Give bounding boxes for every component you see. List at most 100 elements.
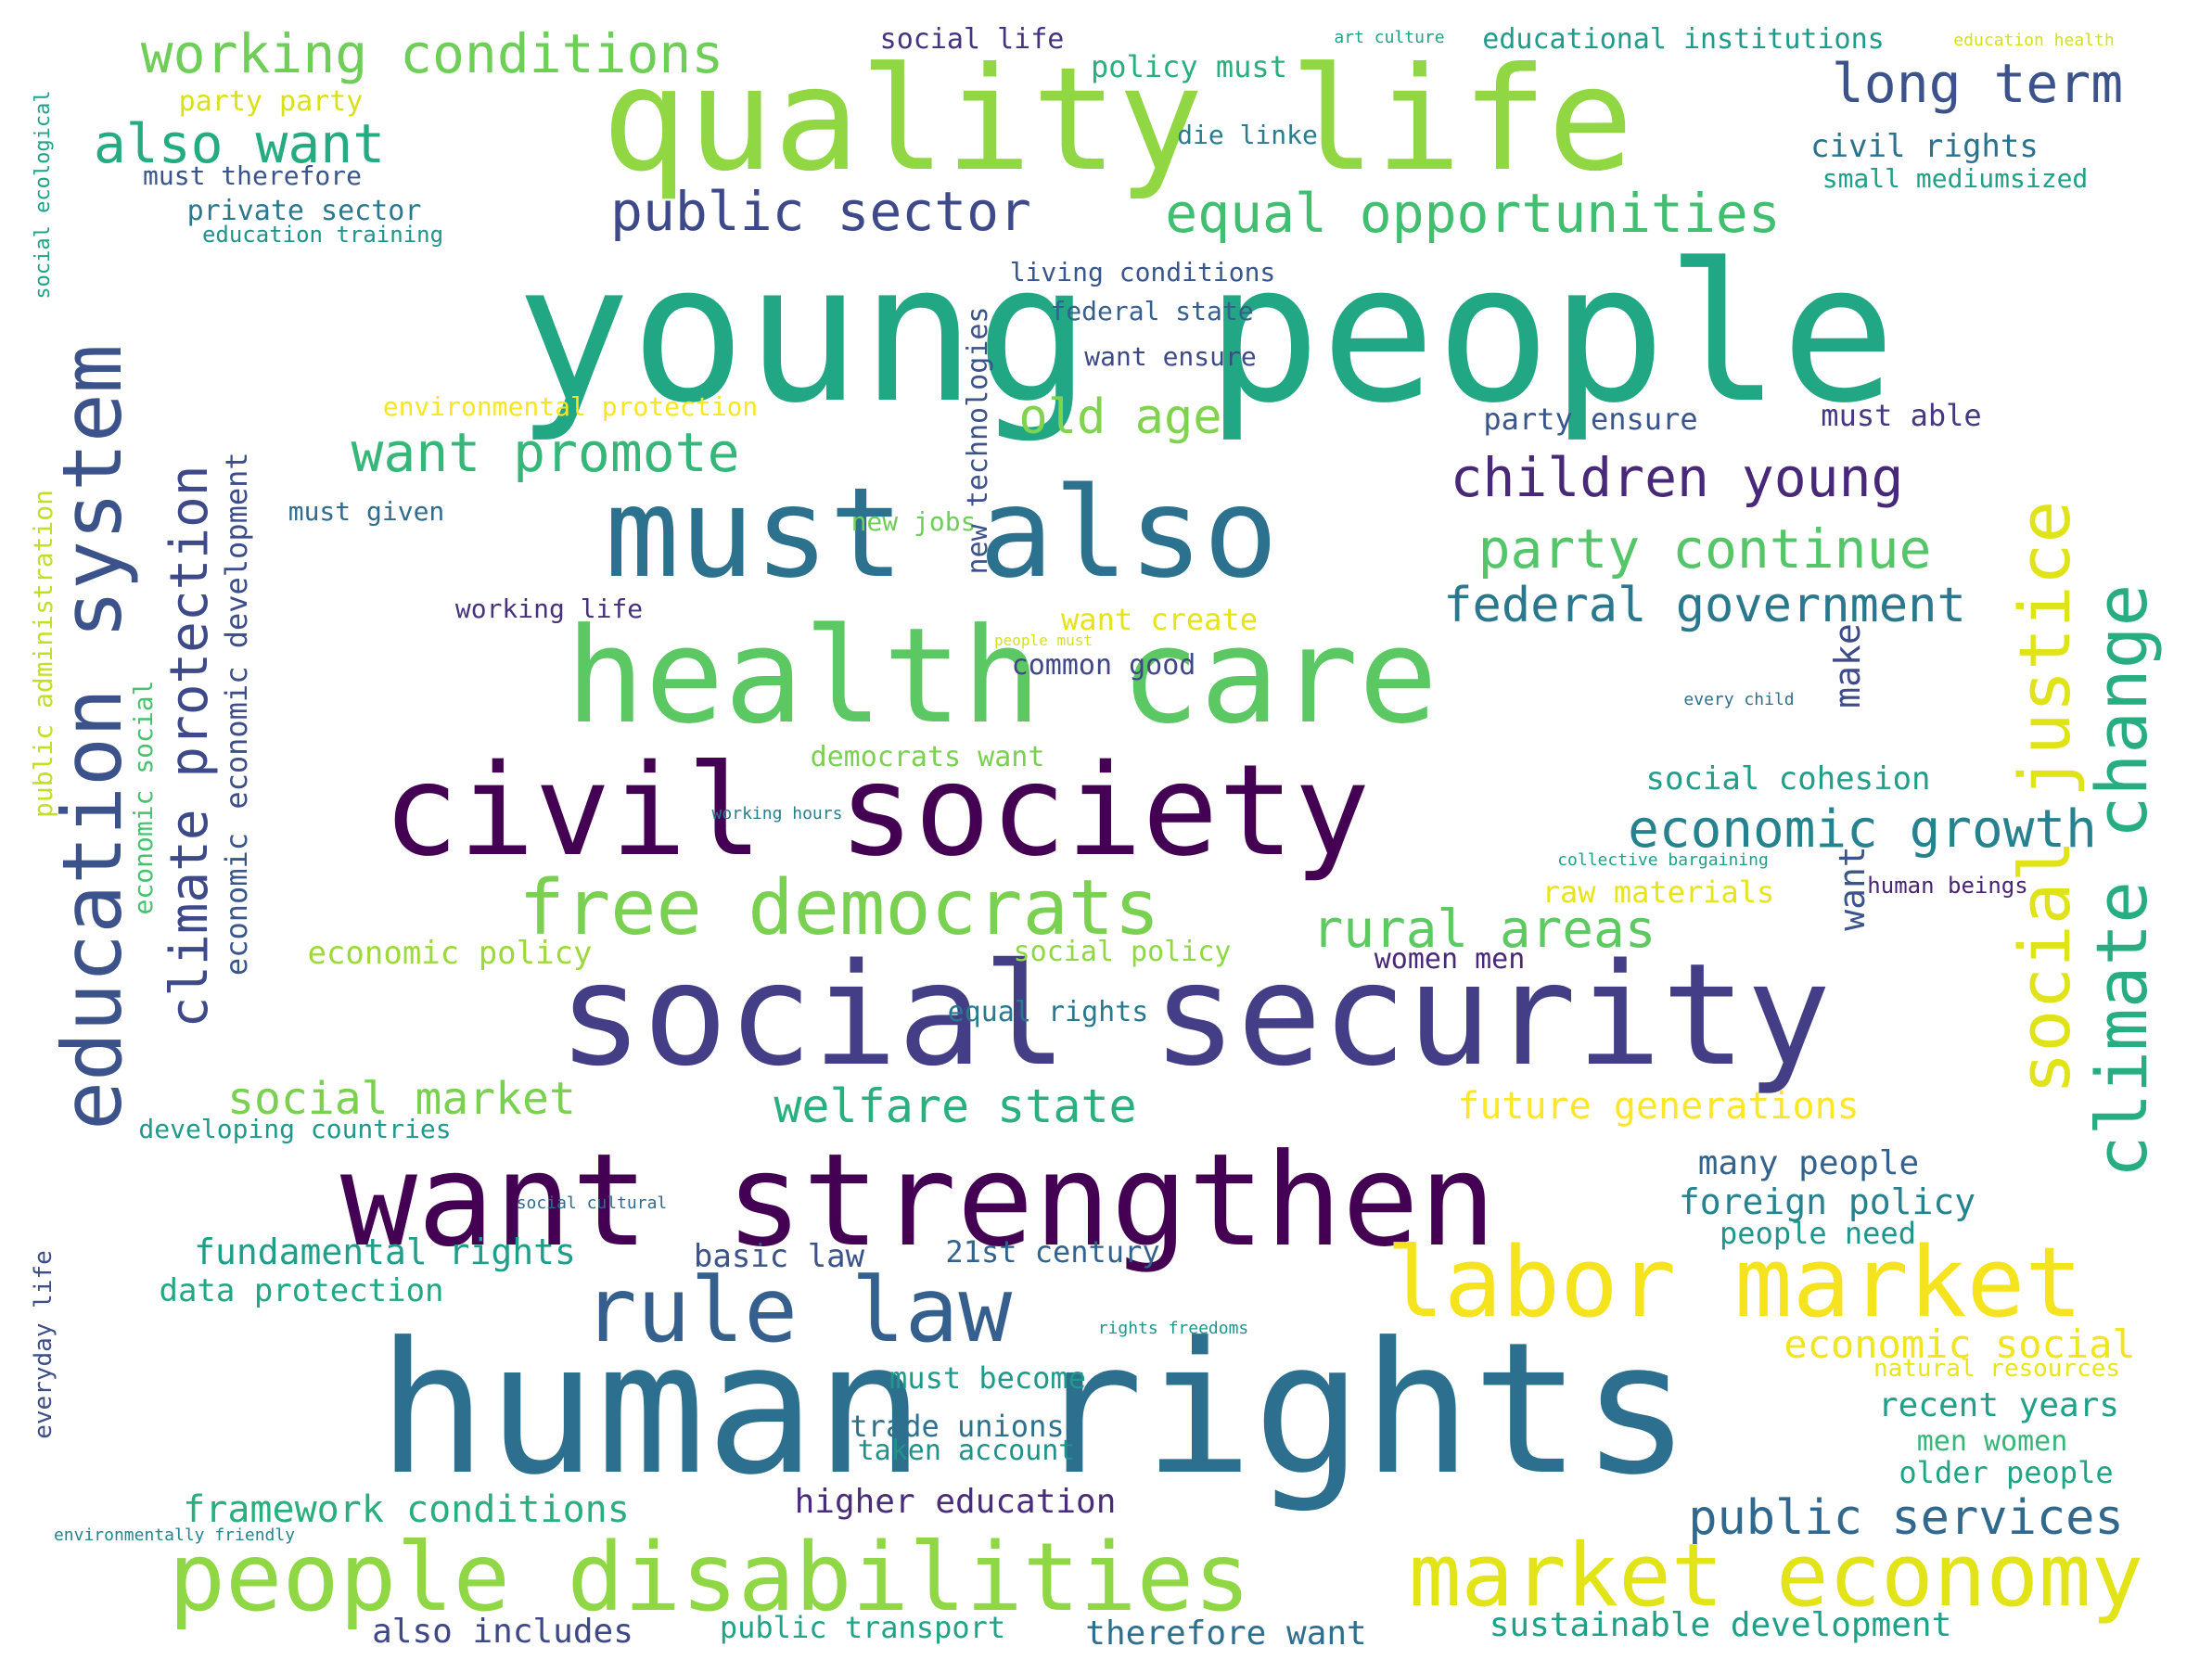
word-must-also: must also — [604, 461, 1279, 606]
word-private-sector: private sector — [186, 195, 422, 227]
word-party-ensure: party ensure — [1483, 402, 1698, 437]
word-want-strengthen: want strengthen — [339, 1126, 1497, 1275]
word-human-beings: human beings — [1867, 873, 2028, 899]
word-must-able: must able — [1821, 398, 1982, 433]
word-new-technologies: new technologies — [962, 306, 994, 575]
word-common-good: common good — [1011, 649, 1196, 682]
word-must-therefore: must therefore — [142, 160, 363, 191]
word-developing-countries: developing countries — [138, 1114, 452, 1144]
word-raw-materials: raw materials — [1541, 874, 1775, 910]
word-social-justice: social justice — [2003, 500, 2086, 1095]
word-people-must: people must — [994, 632, 1093, 649]
word-children-young: children young — [1450, 446, 1904, 509]
word-want: want — [1832, 846, 1873, 931]
word-collective-bargaining: collective bargaining — [1557, 850, 1769, 870]
word-climate-protection: climate protection — [160, 465, 220, 1028]
word-rural-areas: rural areas — [1311, 900, 1656, 960]
word-market-economy: market economy — [1408, 1525, 2144, 1627]
word-want-ensure: want ensure — [1084, 341, 1257, 372]
word-social-cohesion: social cohesion — [1645, 760, 1931, 798]
word-welfare-state: welfare state — [774, 1079, 1137, 1133]
word-health-care: health care — [565, 600, 1438, 753]
word-people-need: people need — [1720, 1216, 1916, 1251]
word-must-become: must become — [889, 1360, 1086, 1396]
word-older-people: older people — [1899, 1455, 2114, 1490]
word-data-protection: data protection — [159, 1272, 444, 1309]
word-trade-unions: trade unions — [850, 1409, 1065, 1444]
word-social-security: social security — [557, 933, 1832, 1097]
word-living-conditions: living conditions — [1009, 257, 1276, 287]
word-party-continue: party continue — [1477, 517, 1932, 581]
word-social-life: social life — [879, 23, 1065, 56]
word-long-term: long term — [1831, 52, 2124, 115]
word-party-party: party party — [178, 85, 364, 118]
word-many-people: many people — [1697, 1144, 1920, 1182]
word-public-sector: public sector — [610, 180, 1031, 243]
word-public-transport: public transport — [719, 1610, 1006, 1645]
word-policy-must: policy must — [1091, 49, 1287, 84]
word-equal-rights: equal rights — [947, 996, 1149, 1028]
word-young-people: young people — [515, 223, 1897, 445]
word-education-system: education system — [45, 344, 140, 1130]
word-framework-conditions: framework conditions — [183, 1488, 630, 1531]
word-also-includes: also includes — [372, 1613, 633, 1651]
word-working-conditions: working conditions — [140, 22, 724, 85]
word-education-health: education health — [1953, 31, 2115, 50]
word-rights-freedoms: rights freedoms — [1097, 1319, 1249, 1338]
word-public-services: public services — [1688, 1490, 2124, 1546]
word-make: make — [1827, 623, 1868, 708]
word-21st-century: 21st century — [945, 1234, 1160, 1270]
word-quality-life: quality life — [601, 37, 1634, 203]
word-environmental-protection: environmental protection — [382, 391, 759, 422]
word-small-mediumsized: small mediumsized — [1822, 163, 2089, 194]
word-educational-institutions: educational institutions — [1482, 23, 1885, 56]
word-labor-market: labor market — [1386, 1226, 2083, 1339]
word-art-culture: art culture — [1334, 28, 1445, 47]
word-free-democrats: free democrats — [518, 864, 1160, 952]
word-fundamental-rights: fundamental rights — [194, 1232, 576, 1272]
word-women-men: women men — [1374, 943, 1526, 976]
word-equal-opportunities: equal opportunities — [1165, 182, 1781, 245]
word-climate-change: climate change — [2080, 583, 2163, 1179]
word-economic-policy: economic policy — [307, 935, 593, 972]
word-social-cultural: social cultural — [516, 1193, 668, 1213]
word-foreign-policy: foreign policy — [1678, 1181, 1976, 1222]
word-taken-account: taken account — [857, 1435, 1076, 1467]
word-education-training: education training — [201, 222, 444, 248]
word-die-linke: die linke — [1177, 120, 1318, 150]
word-economic: economic — [219, 832, 254, 976]
word-want-promote: want promote — [351, 421, 740, 484]
word-social-ecological: social ecological — [32, 90, 55, 300]
word-sustainable-development: sustainable development — [1489, 1606, 1952, 1644]
word-working-hours: working hours — [711, 804, 843, 823]
word-people-disabilities: people disabilities — [168, 1523, 1251, 1633]
word-economic-development: economic development — [219, 452, 254, 810]
word-environmentally-friendly: environmentally friendly — [53, 1525, 296, 1545]
word-recent-years: recent years — [1877, 1386, 2120, 1424]
word-civil-society: civil society — [382, 738, 1371, 885]
word-public-administration: public administration — [28, 489, 58, 819]
word-rule-law: rule law — [582, 1258, 1013, 1362]
word-new-jobs: new jobs — [850, 506, 977, 537]
word-must-given: must given — [288, 496, 445, 527]
word-higher-education: higher education — [794, 1483, 1117, 1521]
word-social-market: social market — [227, 1073, 576, 1125]
word-everyday-life: everyday life — [30, 1250, 58, 1439]
word-democrats-want: democrats want — [810, 741, 1045, 773]
word-also-want: also want — [93, 112, 386, 175]
word-men-women: men women — [1916, 1425, 2068, 1458]
word-civil-rights: civil rights — [1810, 128, 2039, 165]
word-economic-growth: economic growth — [1628, 799, 2097, 860]
word-old-age: old age — [1018, 389, 1222, 445]
word-economic-social-vertical: economic social — [128, 680, 159, 915]
word-working-life: working life — [454, 593, 644, 624]
word-therefore-want: therefore want — [1085, 1615, 1367, 1653]
word-want-create: want create — [1061, 602, 1258, 637]
word-future-generations: future generations — [1457, 1085, 1860, 1128]
word-economic-social: economic social — [1784, 1321, 2136, 1367]
word-social-policy: social policy — [1013, 936, 1232, 968]
word-federal-government: federal government — [1443, 578, 1966, 633]
word-federal-state: federal state — [1050, 296, 1254, 326]
word-human-rights: human rights — [377, 1304, 1692, 1515]
